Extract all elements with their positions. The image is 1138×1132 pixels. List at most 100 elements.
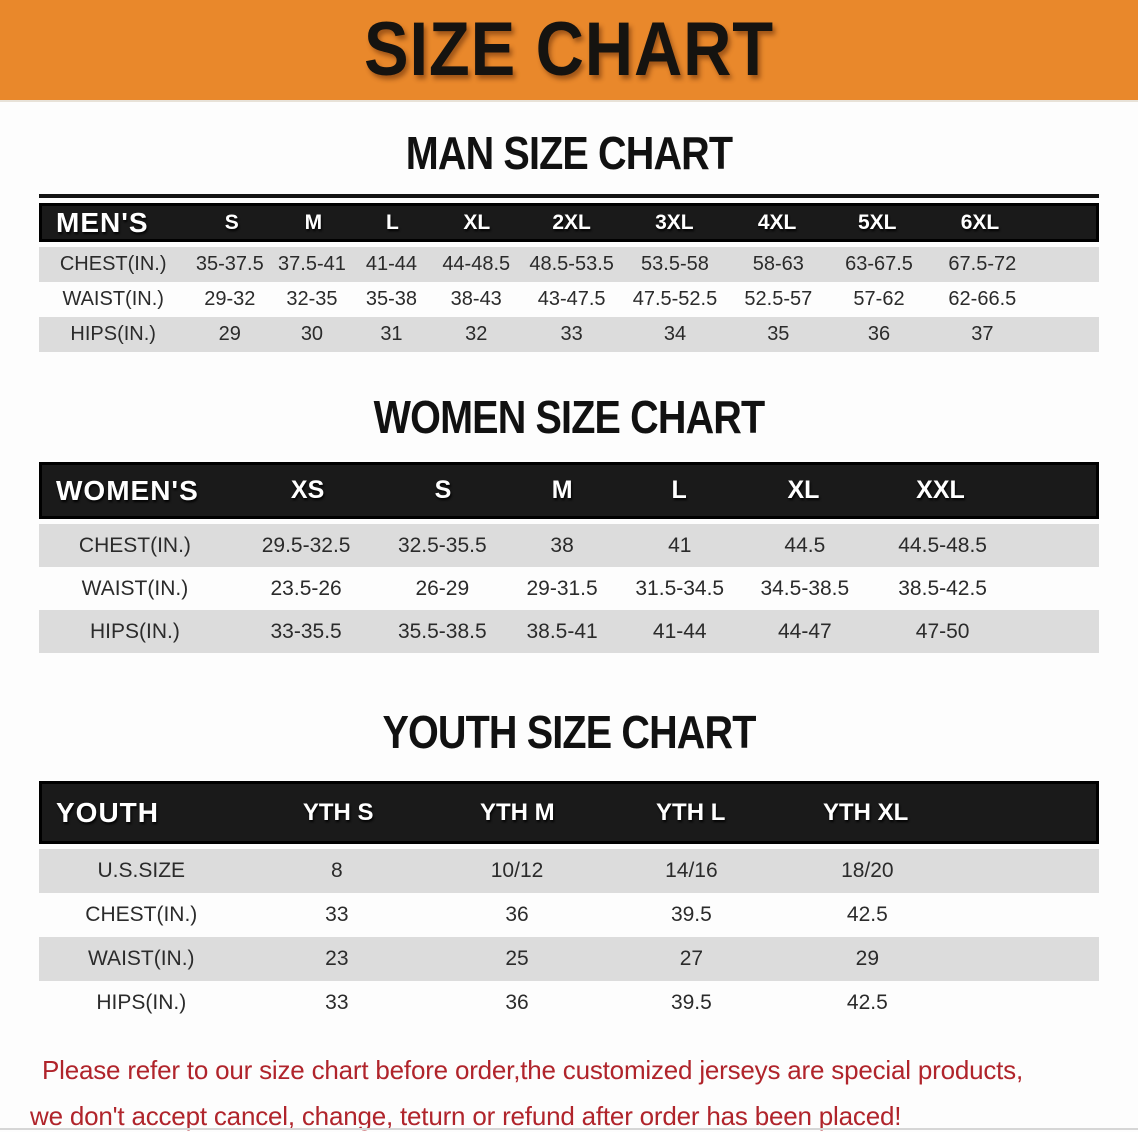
table-row: CHEST(IN.) 35-37.5 37.5-41 41-44 44-48.5 48.5… [39,247,1099,282]
table-row: HIPS(IN.) 33 36 39.5 42.5 [39,981,1099,1025]
youth-table-body: U.S.SIZE 8 10/12 14/16 18/20 CHEST(IN.) 33 36 39… [39,849,1099,1025]
size-cell: 52.5-57 [744,288,813,310]
size-cell: 36 [505,903,529,926]
size-cell: 47.5-52.5 [632,288,718,310]
size-cell: 29-31.5 [526,576,598,600]
size-cell: 39.5 [670,991,712,1014]
size-cell: 44-48.5 [442,253,511,275]
size-cell: 41-44 [365,253,418,275]
size-cell: 37 [971,323,994,345]
size-cell: 29.5-32.5 [261,533,351,557]
size-cell: 35-38 [365,288,418,310]
size-cell: 41 [668,533,692,557]
size-cell: 36 [505,991,529,1014]
row-label: CHEST(IN.) [59,253,167,275]
size-cell: 38.5-41 [526,619,598,643]
size-cell: 23 [325,947,349,970]
youth-chart-heading: YOUTH SIZE CHART [382,706,756,758]
column-header: XS [290,476,325,504]
row-label: HIPS(IN.) [70,323,156,345]
size-cell: 44.5-48.5 [898,533,987,557]
column-header: 4XL [757,210,797,234]
column-header: XXL [916,476,965,504]
size-cell: 35.5-38.5 [397,619,487,643]
size-cell: 29 [218,323,241,345]
column-header: YTH S [302,798,374,826]
size-cell: 8 [331,859,343,882]
row-label: HIPS(IN.) [90,619,180,643]
table-row: CHEST(IN.) 33 36 39.5 42.5 [39,893,1099,937]
row-label: CHEST(IN.) [78,533,191,557]
size-cell: 26-29 [415,576,470,600]
size-cell: 39.5 [670,903,712,926]
table-row: U.S.SIZE 8 10/12 14/16 18/20 [39,849,1099,893]
size-cell: 44-47 [777,619,832,643]
column-header: 6XL [960,210,1000,234]
row-label: WAIST(IN.) [62,288,164,310]
column-header: 3XL [655,210,694,234]
disclaimer-line1: Please refer to our size chart before or… [42,1055,1024,1085]
women-table-body: CHEST(IN.) 29.5-32.5 32.5-35.5 38 41 44.5 44.5… [39,524,1099,653]
size-cell: 47-50 [915,619,970,643]
column-header: YTH L [656,798,726,826]
size-cell: 42.5 [846,991,888,1014]
column-header: YTH XL [823,798,909,826]
size-cell: 14/16 [665,859,718,882]
size-cell: 38 [550,533,574,557]
size-cell: 57-62 [853,288,905,310]
column-header: XL [463,210,491,234]
size-cell: 33 [325,903,349,926]
table-header-label: WOMEN'S [56,474,199,506]
size-cell: 42.5 [846,903,888,926]
size-cell: 31 [380,323,403,345]
size-cell: 32-35 [286,288,338,310]
size-cell: 29-32 [204,288,256,310]
row-label: U.S.SIZE [97,859,186,882]
men-chart-heading: MAN SIZE CHART [405,127,733,179]
youth-table-header-row: YOUTH YTH S YTH M YTH L YTH XL [39,781,1099,844]
men-table-body: CHEST(IN.) 35-37.5 37.5-41 41-44 44-48.5 48.5… [39,247,1099,352]
column-header: 5XL [857,210,897,234]
size-cell: 25 [505,947,529,970]
women-chart-heading: WOMEN SIZE CHART [373,391,765,443]
size-cell: 30 [300,323,324,345]
size-cell: 62-66.5 [948,288,1017,310]
table-row: WAIST(IN.) 29-32 32-35 35-38 38-43 43-47.5 47.… [39,282,1099,317]
row-label: WAIST(IN.) [81,576,189,600]
size-cell: 67.5-72 [948,253,1017,275]
banner: SIZE CHART [0,0,1138,102]
size-cell: 33 [560,323,583,345]
column-header: XL [787,476,820,504]
disclaimer-line2: we don't accept cancel, change, teturn o… [30,1101,902,1131]
youth-size-table: YOUTH YTH S YTH M YTH L YTH XL U.S.SIZE 8 10/1… [39,781,1099,1025]
size-cell: 58-63 [752,253,804,275]
size-cell: 43-47.5 [537,288,606,310]
youth-size-chart-section: YOUTH SIZE CHART YOUTH YTH S YTH M YTH L YTH… [0,709,1138,1025]
table-row: CHEST(IN.) 29.5-32.5 32.5-35.5 38 41 44.5 44.5… [39,524,1099,567]
table-row: HIPS(IN.) 33-35.5 35.5-38.5 38.5-41 41-44 44-… [39,610,1099,653]
size-cell: 53.5-58 [641,253,709,275]
table-row: HIPS(IN.) 29 30 31 32 33 34 35 36 37 [39,317,1099,352]
size-cell: 44.5 [784,533,826,557]
size-cell: 23.5-26 [270,576,342,600]
size-cell: 33-35.5 [270,619,342,643]
size-cell: 32.5-35.5 [397,533,487,557]
bottom-edge-line [0,1128,1138,1130]
size-cell: 36 [867,323,891,345]
men-size-table: MEN'S S M L XL 2XL 3XL 4XL 5XL 6XL CHEST(IN.) 35-3… [39,194,1099,352]
row-label: CHEST(IN.) [85,903,198,926]
men-table-header-row: MEN'S S M L XL 2XL 3XL 4XL 5XL 6XL [39,203,1099,242]
size-cell: 63-67.5 [845,253,913,275]
size-cell: 41-44 [652,619,707,643]
column-header: YTH M [480,798,555,826]
women-size-chart-section: WOMEN SIZE CHART WOMEN'S XS S M L XL XXL CHEST… [0,394,1138,653]
row-label: HIPS(IN.) [96,991,187,1014]
column-header: M [304,210,323,234]
size-cell: 34 [663,323,687,345]
table-row: WAIST(IN.) 23 25 27 29 [39,937,1099,981]
size-cell: 38-43 [450,288,502,310]
size-cell: 27 [679,947,704,970]
size-cell: 10/12 [490,859,544,882]
banner-title: SIZE CHART [363,7,775,92]
